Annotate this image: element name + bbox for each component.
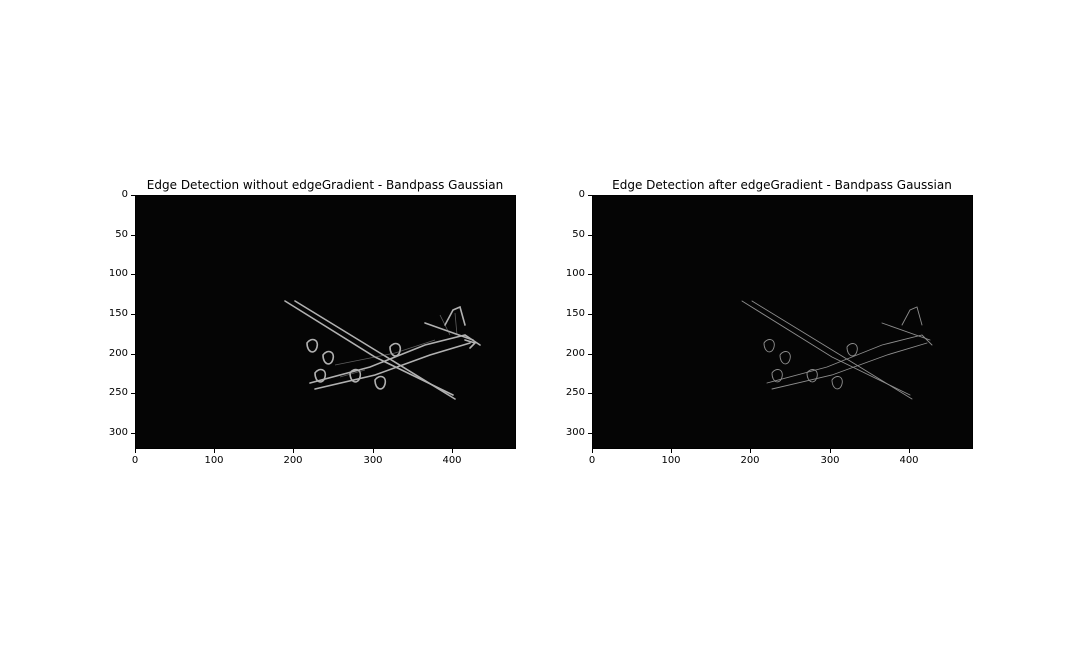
right-xtick-mark (750, 449, 751, 453)
right-ytick-label: 100 (565, 268, 585, 279)
right-xtick-mark (830, 449, 831, 453)
right-xtick-mark (671, 449, 672, 453)
left-ytick-label: 50 (115, 229, 128, 240)
left-airplane-edges (284, 300, 481, 400)
right-ytick-mark (588, 354, 592, 355)
left-ytick-label: 300 (108, 427, 128, 438)
left-ytick-mark (131, 314, 135, 315)
left-xtick-mark (373, 449, 374, 453)
right-xtick-label: 400 (899, 455, 919, 466)
right-airplane-edges (741, 300, 933, 400)
right-xtick-label: 300 (820, 455, 840, 466)
left-panel-title: Edge Detection without edgeGradient - Ba… (146, 178, 504, 192)
right-ytick-mark (588, 393, 592, 394)
left-ytick-label: 200 (108, 348, 128, 359)
left-ytick-label: 0 (121, 189, 128, 200)
left-ytick-label: 150 (108, 308, 128, 319)
right-ytick-mark (588, 195, 592, 196)
left-edge-image (135, 195, 516, 449)
right-ytick-label: 0 (578, 189, 585, 200)
right-ytick-label: 50 (572, 229, 585, 240)
left-ytick-mark (131, 195, 135, 196)
right-panel-title: Edge Detection after edgeGradient - Band… (612, 178, 952, 192)
left-ytick-mark (131, 433, 135, 434)
right-ytick-mark (588, 235, 592, 236)
right-ytick-mark (588, 433, 592, 434)
left-xtick-mark (135, 449, 136, 453)
right-xtick-label: 100 (661, 455, 681, 466)
left-ytick-label: 100 (108, 268, 128, 279)
left-xtick-label: 400 (442, 455, 462, 466)
right-xtick-mark (592, 449, 593, 453)
left-xtick-label: 200 (283, 455, 303, 466)
right-ytick-label: 200 (565, 348, 585, 359)
right-ytick-mark (588, 274, 592, 275)
right-xtick-label: 0 (588, 455, 596, 466)
left-xtick-mark (452, 449, 453, 453)
right-xtick-mark (909, 449, 910, 453)
left-xtick-label: 300 (363, 455, 383, 466)
right-ytick-mark (588, 314, 592, 315)
right-xtick-label: 200 (740, 455, 760, 466)
left-ytick-mark (131, 354, 135, 355)
left-ytick-mark (131, 274, 135, 275)
left-xtick-label: 100 (204, 455, 224, 466)
left-xtick-mark (293, 449, 294, 453)
right-edge-image (592, 195, 973, 449)
right-ytick-label: 150 (565, 308, 585, 319)
left-xtick-label: 0 (131, 455, 139, 466)
left-xtick-mark (214, 449, 215, 453)
left-ytick-label: 250 (108, 387, 128, 398)
right-ytick-label: 300 (565, 427, 585, 438)
right-ytick-label: 250 (565, 387, 585, 398)
left-ytick-mark (131, 235, 135, 236)
left-ytick-mark (131, 393, 135, 394)
